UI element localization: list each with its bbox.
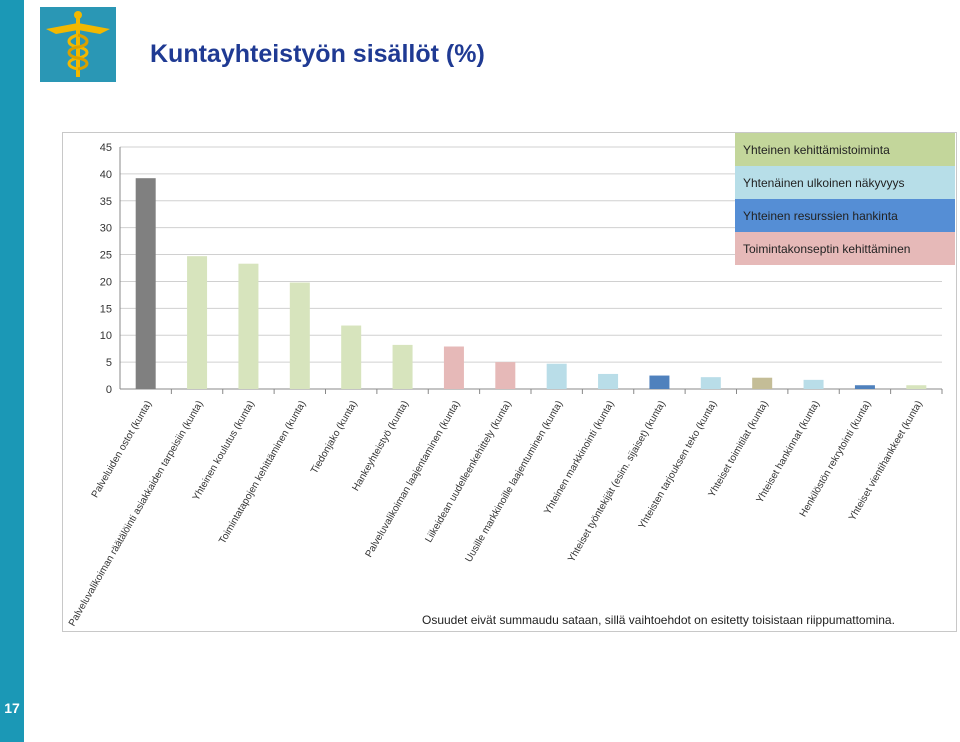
- bar: [906, 385, 927, 389]
- bar: [238, 263, 259, 389]
- legend-swatch: [735, 232, 955, 265]
- x-tick-label: Uusille markkinoille laajentuminen (kunt…: [463, 399, 565, 564]
- legend-label: Toimintakonseptin kehittäminen: [743, 242, 910, 256]
- legend-swatch: [735, 166, 955, 199]
- caduceus-icon: [46, 11, 110, 77]
- bar: [289, 282, 310, 389]
- y-tick-label: 15: [100, 303, 112, 315]
- bar: [495, 362, 516, 389]
- x-tick-label: Yhteiset työntekijät (esim. sijaiset) (k…: [566, 399, 668, 564]
- bar: [443, 346, 464, 389]
- x-tick-label: Palveluvalikoiman laajentaminen (kunta): [364, 399, 463, 560]
- bar: [649, 375, 670, 389]
- bar: [135, 178, 156, 389]
- bar: [854, 385, 875, 389]
- legend-label: Yhteinen kehittämistoiminta: [743, 143, 890, 157]
- x-tick-label: Liikeidean uudelleenkehittely (kunta): [423, 399, 513, 545]
- bar: [187, 256, 208, 389]
- logo: [40, 7, 116, 82]
- bar: [700, 377, 721, 389]
- bar: [752, 377, 773, 389]
- x-tick-label: Palveluiden ostot (kunta): [90, 399, 155, 500]
- y-tick-label: 10: [100, 330, 112, 342]
- legend-label: Yhteinen resurssien hankinta: [743, 209, 898, 223]
- bar-chart: 0 5 10 15 20 25 30 35 40 45 Palveluiden ostot (kun…: [67, 133, 955, 628]
- bar: [803, 379, 824, 389]
- side-bar: [0, 0, 24, 742]
- x-tick-label: Hankeyhteistyö (kunta): [350, 399, 411, 493]
- x-tick-label: Toimintatapojen kehittäminen (kunta): [217, 399, 308, 546]
- bar: [392, 344, 413, 389]
- y-tick-label: 0: [106, 384, 112, 396]
- legend-label: Yhtenäinen ulkoinen näkyvyys: [743, 176, 904, 190]
- y-tick-label: 35: [100, 196, 112, 208]
- legend-swatch: [735, 199, 955, 232]
- x-tick-label: Tiedonjako (kunta): [309, 399, 360, 476]
- y-tick-label: 45: [100, 142, 112, 154]
- x-tick-label: Yhteiset toimitilat (kunta): [707, 399, 771, 499]
- bar: [598, 373, 619, 389]
- y-tick-label: 25: [100, 250, 112, 262]
- chart-note: Osuudet eivät summaudu sataan, sillä vai…: [422, 613, 895, 627]
- legend-swatch: [735, 133, 955, 166]
- y-tick-label: 5: [106, 357, 112, 369]
- page-number: 17: [4, 700, 20, 716]
- y-tick-label: 20: [100, 276, 112, 288]
- bar: [546, 363, 567, 389]
- y-tick-label: 30: [100, 223, 112, 235]
- page-title: Kuntayhteistyön sisällöt (%): [150, 40, 485, 68]
- bar: [341, 325, 362, 389]
- y-tick-label: 40: [100, 169, 112, 181]
